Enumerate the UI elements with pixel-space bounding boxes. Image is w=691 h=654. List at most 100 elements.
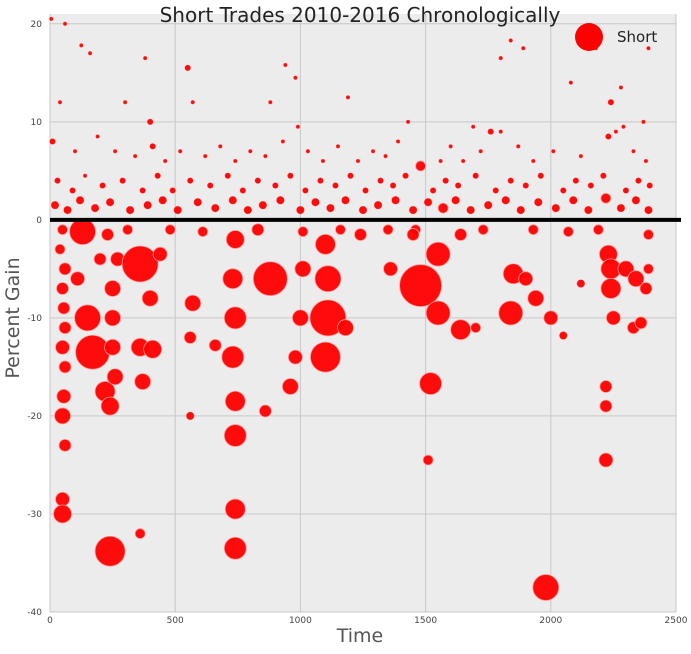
data-point (239, 187, 246, 194)
data-point (224, 172, 231, 179)
legend-marker (575, 23, 603, 51)
data-point (643, 263, 654, 275)
data-point (576, 279, 585, 288)
data-point (94, 535, 126, 567)
y-tick-labels: -40 -30 -20 -10 0 10 20 (27, 20, 42, 618)
data-point (72, 149, 78, 154)
data-point (49, 138, 56, 145)
data-point (254, 177, 261, 184)
data-point (58, 321, 72, 335)
data-point (163, 158, 168, 164)
data-point (310, 341, 341, 373)
data-point (125, 205, 135, 215)
data-point (522, 182, 529, 189)
data-point (599, 380, 613, 393)
data-point (635, 177, 642, 184)
data-point (437, 202, 449, 214)
data-point (268, 100, 273, 105)
y-tick-label: -30 (27, 510, 42, 520)
data-point (147, 118, 154, 125)
data-point (207, 182, 214, 189)
data-point (605, 133, 612, 140)
data-point (75, 334, 110, 370)
data-point (154, 172, 161, 179)
data-point (82, 173, 88, 178)
data-point (508, 38, 513, 43)
data-point (391, 196, 400, 205)
data-point (383, 261, 398, 277)
data-point (543, 310, 559, 326)
y-tick-label: 20 (31, 20, 43, 30)
x-tick-label: 0 (47, 616, 53, 626)
data-point (79, 43, 84, 48)
data-point (280, 139, 286, 144)
data-point (600, 278, 622, 299)
data-point (521, 46, 526, 51)
data-point (294, 260, 312, 278)
data-point (641, 119, 646, 124)
data-point (613, 129, 619, 134)
data-point (283, 62, 288, 68)
data-point (320, 158, 326, 164)
data-point (54, 407, 71, 425)
data-point (527, 289, 545, 307)
x-tick-label: 2500 (665, 616, 688, 626)
data-point (221, 345, 245, 369)
data-point (187, 177, 194, 184)
data-point (183, 331, 197, 344)
data-point (105, 198, 115, 207)
data-point (584, 205, 593, 215)
data-point (568, 80, 573, 85)
data-point (119, 177, 126, 184)
data-point (466, 205, 475, 215)
data-point (551, 149, 556, 154)
data-point (606, 310, 621, 326)
data-point (243, 205, 252, 215)
data-point (302, 187, 309, 194)
data-point (87, 51, 93, 56)
data-point (450, 319, 472, 341)
data-point (152, 246, 168, 262)
data-point (57, 224, 68, 236)
data-point (190, 100, 195, 105)
data-point (63, 205, 72, 215)
data-point (203, 153, 208, 159)
data-point (252, 261, 288, 297)
data-point (425, 300, 451, 326)
data-point (429, 187, 437, 194)
data-point (415, 160, 426, 172)
data-point (134, 528, 146, 539)
data-point (224, 390, 246, 412)
data-point (600, 192, 612, 204)
data-point (225, 230, 245, 249)
data-point (373, 201, 383, 210)
data-point (477, 224, 489, 236)
data-point (106, 368, 124, 386)
data-point (287, 172, 294, 179)
data-point (646, 46, 651, 51)
data-point (616, 203, 626, 213)
data-point (395, 139, 401, 144)
data-point (158, 196, 167, 205)
data-point (527, 224, 539, 236)
data-point (134, 373, 152, 391)
x-axis-label: Time (336, 625, 384, 647)
data-point (132, 153, 138, 159)
legend-label: Short (617, 28, 657, 46)
data-point (74, 304, 101, 332)
data-point (438, 158, 443, 164)
y-tick-label: 10 (31, 118, 43, 128)
x-tick-label: 500 (167, 616, 184, 626)
data-point (347, 172, 354, 179)
data-point (631, 196, 641, 205)
data-point (383, 153, 388, 159)
y-tick-label: -20 (27, 412, 42, 422)
data-point (622, 187, 630, 194)
data-point (197, 226, 209, 238)
data-point (501, 196, 510, 205)
data-point (143, 55, 148, 61)
data-point (143, 201, 152, 210)
data-point (405, 119, 411, 124)
data-point (592, 224, 604, 236)
